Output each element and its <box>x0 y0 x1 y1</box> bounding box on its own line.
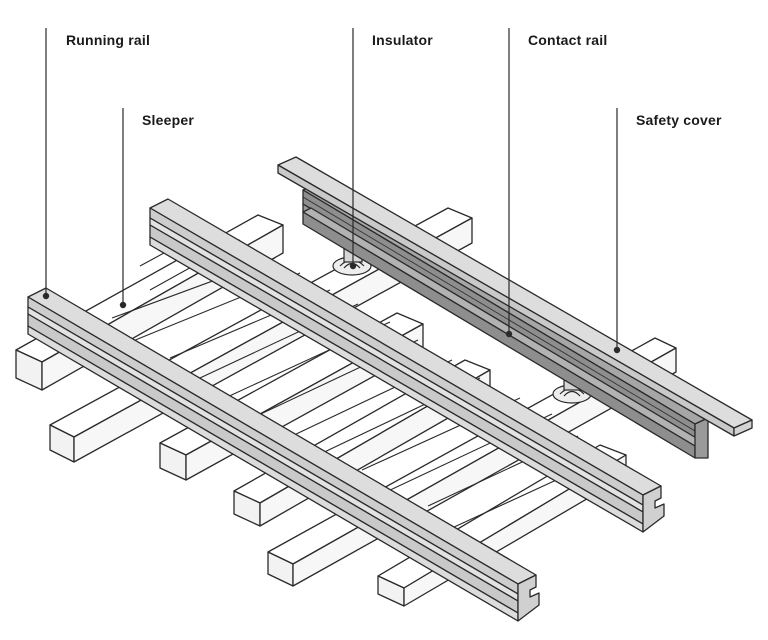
running-rail-right <box>149 198 665 533</box>
label-insulator: Insulator <box>372 32 433 48</box>
safety-cover <box>277 156 753 437</box>
running-rail-left <box>27 287 540 622</box>
label-safety-cover: Safety cover <box>636 112 722 128</box>
label-contact-rail: Contact rail <box>528 32 608 48</box>
leader-lines <box>42 28 621 354</box>
label-running-rail: Running rail <box>66 32 151 48</box>
label-sleeper: Sleeper <box>142 112 194 128</box>
